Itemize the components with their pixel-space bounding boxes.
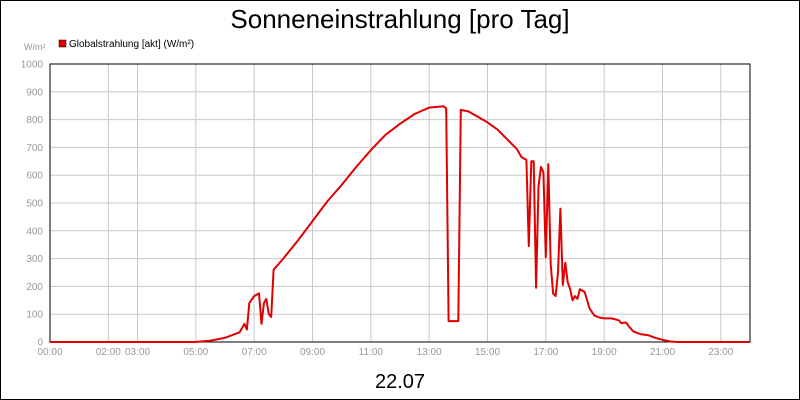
y-tick-label: 900 (26, 87, 43, 98)
date-label: 22.07 (375, 371, 425, 393)
x-tick-label: 23:00 (708, 347, 733, 358)
y-tick-label: 1000 (21, 60, 44, 71)
x-tick-label: 05:00 (183, 347, 208, 358)
x-tick-label: 07:00 (242, 347, 267, 358)
x-tick-label: 19:00 (592, 347, 617, 358)
x-tick-label: 15:00 (475, 347, 500, 358)
legend-swatch (58, 39, 67, 48)
chart-title: Sonneneinstrahlung [pro Tag] (230, 4, 569, 34)
y-tick-label: 800 (26, 115, 43, 126)
y-tick-label: 100 (26, 310, 43, 321)
plot-area (49, 63, 751, 343)
series-group (50, 105, 750, 343)
legend-label: Globalstrahlung [akt] (W/m²) (69, 39, 194, 50)
y-tick-label: 700 (26, 143, 43, 154)
x-tick-label: 13:00 (417, 347, 442, 358)
y-tick-label: 500 (26, 199, 43, 210)
y-tick-label: 600 (26, 171, 43, 182)
x-tick-label: 09:00 (300, 347, 325, 358)
x-tick-label: 11:00 (359, 347, 384, 358)
x-tick-label: 00:00 (37, 347, 62, 358)
grid (49, 63, 750, 343)
y-tick-label: 200 (26, 282, 43, 293)
y-tick-label: 400 (26, 226, 43, 237)
x-tick-label: 02:00 (96, 347, 121, 358)
x-tick-label: 03:00 (125, 347, 150, 358)
x-tick-label: 21:00 (650, 347, 675, 358)
x-axis-ticks: 00:00 02:00 03:00 05:00 07:00 09:00 11:00 13:00… (37, 347, 733, 358)
series-line-globalstrahlung (50, 105, 750, 343)
y-tick-label: 0 (37, 338, 43, 349)
x-tick-label: 17:00 (533, 347, 558, 358)
y-axis-ticks: 0 100 200 300 400 500 600 700 800 900 1000 (21, 60, 44, 349)
y-tick-label: 300 (26, 254, 43, 265)
y-axis-unit: W/m² (24, 42, 46, 52)
